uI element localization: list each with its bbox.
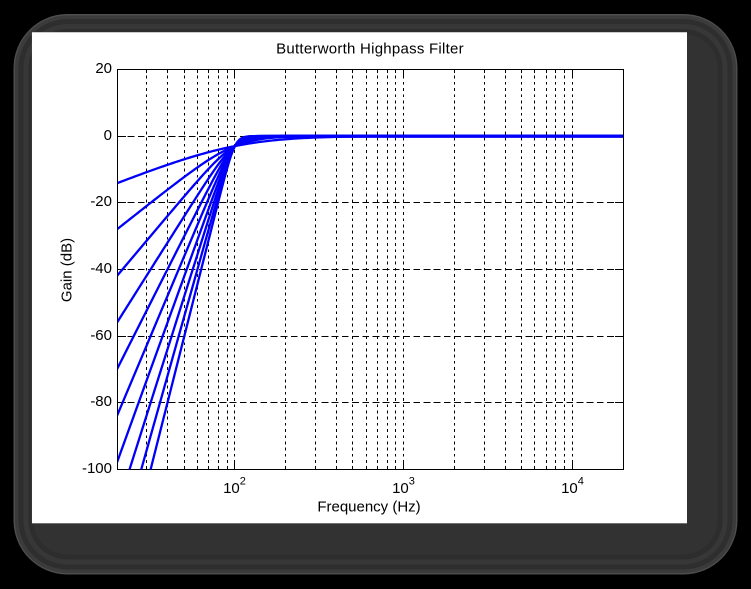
svg-text:-20: -20 bbox=[90, 193, 112, 210]
svg-text:Gain (dB): Gain (dB) bbox=[59, 238, 76, 302]
svg-text:-40: -40 bbox=[90, 260, 112, 277]
svg-text:-60: -60 bbox=[90, 327, 112, 344]
svg-text:Butterworth Highpass Filter: Butterworth Highpass Filter bbox=[276, 41, 464, 58]
svg-text:0: 0 bbox=[104, 127, 112, 144]
svg-text:20: 20 bbox=[95, 60, 112, 77]
svg-text:-80: -80 bbox=[90, 393, 112, 410]
svg-text:-100: -100 bbox=[82, 460, 112, 477]
svg-text:Frequency (Hz): Frequency (Hz) bbox=[317, 499, 420, 516]
